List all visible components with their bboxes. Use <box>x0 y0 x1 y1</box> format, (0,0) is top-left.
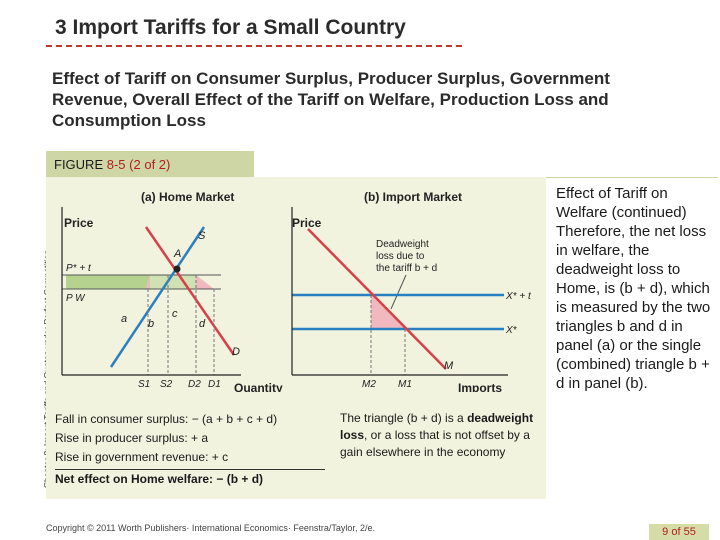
net-effect-line: Net effect on Home welfare: − (b + d) <box>55 469 325 489</box>
import-demand-curve <box>307 228 447 370</box>
x-tick-s2: S2 <box>160 379 173 390</box>
title-rule <box>46 45 462 47</box>
deadweight-note-part3: , or a loss that is not offset by a gain… <box>340 428 530 459</box>
import-supply-label: X* <box>505 325 518 336</box>
deadweight-note-part1: The triangle (b + d) is a <box>340 411 464 425</box>
annotation-line-1: Deadweight <box>376 239 429 250</box>
area-d <box>196 275 214 289</box>
point-a-label: A <box>173 248 181 260</box>
panel-b-title: (b) Import Market <box>364 190 462 204</box>
deadweight-note-term: deadweight loss <box>340 411 534 442</box>
panel-b-y-axis-label: Price <box>292 216 322 230</box>
slide-title: 3 Import Tariffs for a Small Country <box>55 16 406 39</box>
figure-label: FIGURE 8-5 (2 of 2) <box>54 157 170 172</box>
price-world-label: P W <box>66 293 86 304</box>
x-tick-d1: D1 <box>208 379 221 390</box>
area-a <box>66 275 150 289</box>
demand-label: D <box>232 346 240 358</box>
point-a-dot <box>173 265 181 273</box>
copyright-footer: Copyright © 2011 Worth Publishers· Inter… <box>46 523 375 533</box>
demand-curve <box>144 226 236 356</box>
area-c-label: c <box>172 308 178 320</box>
area-c <box>150 275 196 289</box>
side-body: Therefore, the net loss in welfare, the … <box>556 223 711 392</box>
page-number: 9 of 55 <box>649 524 709 540</box>
panel-a-y-axis-label: Price <box>64 216 94 230</box>
area-d-label: d <box>199 318 206 330</box>
deadweight-note: The triangle (b + d) is a deadweight los… <box>340 410 545 461</box>
side-heading: Effect of Tariff on Welfare (continued) <box>556 185 687 221</box>
figure-part: (2 of 2) <box>129 157 171 172</box>
annotation-line-2: loss due to <box>376 251 425 262</box>
welfare-effects-list: Fall in consumer surplus: − (a + b + c +… <box>55 410 325 489</box>
panel-b-x-axis-label: Imports <box>458 381 502 392</box>
government-revenue-line: Rise in government revenue: + c <box>55 450 229 464</box>
x-tick-m1: M1 <box>398 379 412 390</box>
figure-label-bar <box>46 151 254 177</box>
panel-b: (b) Import Market Price Imports Deadweig… <box>291 190 532 392</box>
tariff-diagram: (a) Home Market Price Quantity A S D P* … <box>61 190 532 392</box>
figure-word: FIGURE <box>54 157 104 172</box>
x-tick-s1: S1 <box>138 379 150 390</box>
import-supply-tariff-label: X* + t <box>505 291 532 302</box>
side-explanation: Effect of Tariff on Welfare (continued) … <box>556 184 714 393</box>
x-tick-m2: M2 <box>362 379 376 390</box>
supply-curve <box>109 226 206 368</box>
panel-a-title: (a) Home Market <box>141 190 234 204</box>
x-tick-d2: D2 <box>188 379 201 390</box>
figure-number: 8-5 <box>106 157 126 172</box>
area-a-label: a <box>121 313 127 325</box>
slide-subtitle: Effect of Tariff on Consumer Surplus, Pr… <box>52 69 610 130</box>
annotation-line-3: the tariff b + d <box>376 263 437 274</box>
panel-a: (a) Home Market Price Quantity A S D P* … <box>61 190 283 392</box>
import-demand-label: M <box>444 360 454 372</box>
area-b <box>146 275 150 289</box>
supply-label: S <box>198 230 206 242</box>
price-tariff-label: P* + t <box>66 263 92 274</box>
area-b-label: b <box>148 318 154 330</box>
annotation-pointer <box>390 274 407 310</box>
producer-surplus-line: Rise in producer surplus: + a <box>55 431 209 445</box>
panel-a-x-axis-label: Quantity <box>234 381 283 392</box>
consumer-surplus-line: Fall in consumer surplus: − (a + b + c +… <box>55 412 278 426</box>
